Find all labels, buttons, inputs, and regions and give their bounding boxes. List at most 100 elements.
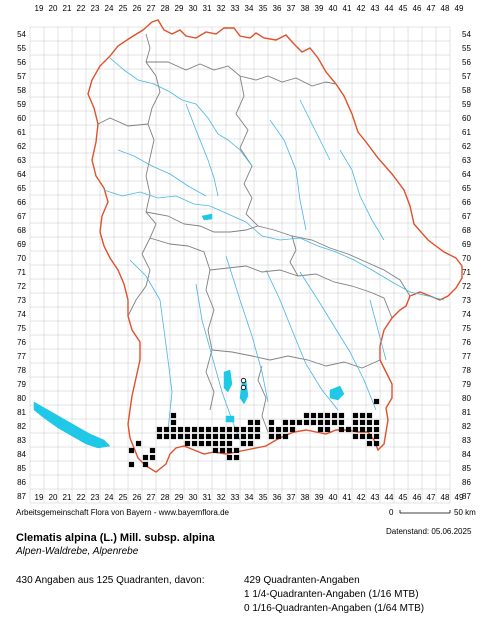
occurrence-dot-quarter xyxy=(353,413,358,418)
axis-tick-label: 37 xyxy=(287,493,296,502)
occurrence-square xyxy=(135,440,142,447)
axis-tick-label: 71 xyxy=(17,268,26,277)
occurrence-square xyxy=(198,426,205,433)
occurrence-square xyxy=(240,426,247,433)
axis-tick-label: 45 xyxy=(399,493,408,502)
axis-tick-label: 76 xyxy=(17,338,26,347)
axis-tick-label: 37 xyxy=(287,4,296,13)
credit-text: Arbeitsgemeinschaft Flora von Bayern - w… xyxy=(16,508,229,517)
occurrence-square xyxy=(268,433,275,440)
axis-tick-label: 77 xyxy=(462,352,471,361)
axis-tick-label: 82 xyxy=(17,422,26,431)
axis-tick-label: 41 xyxy=(343,493,352,502)
axis-tick-label: 23 xyxy=(91,493,100,502)
axis-tick-label: 63 xyxy=(17,156,26,165)
occurrence-square xyxy=(338,412,345,419)
occurrence-square xyxy=(177,426,184,433)
axis-tick-label: 68 xyxy=(462,226,471,235)
axis-tick-label: 85 xyxy=(17,464,26,473)
axis-tick-label: 80 xyxy=(17,394,26,403)
occurrence-square xyxy=(212,447,219,454)
occurrence-square xyxy=(373,426,380,433)
axis-tick-label: 76 xyxy=(462,338,471,347)
y-axis-right: 54 55 56 57 58 59 60 61 62 63 64 65 66 67 68 69 70 71 72 73… xyxy=(462,30,471,501)
date-label: Datenstand: 05.06.2025 xyxy=(386,527,472,536)
axis-tick-label: 79 xyxy=(17,380,26,389)
occurrence-square xyxy=(170,412,177,419)
axis-tick-label: 66 xyxy=(17,198,26,207)
occurrence-square xyxy=(170,419,177,426)
axis-tick-label: 59 xyxy=(462,100,471,109)
occurrence-square xyxy=(310,419,317,426)
occurrence-square xyxy=(170,426,177,433)
axis-tick-label: 57 xyxy=(17,72,26,81)
occurrence-square xyxy=(352,426,359,433)
occurrence-square xyxy=(324,419,331,426)
axis-tick-label: 62 xyxy=(462,142,471,151)
lake-chiemsee xyxy=(329,385,345,401)
record-count: 430 Angaben aus 125 Quadranten, davon: xyxy=(16,575,205,586)
occurrence-square xyxy=(303,419,310,426)
axis-tick-label: 81 xyxy=(462,408,471,417)
rivers xyxy=(103,57,445,441)
occurrence-square xyxy=(177,433,184,440)
map-grid xyxy=(29,26,451,504)
occurrence-open-circle xyxy=(240,377,247,384)
axis-tick-label: 70 xyxy=(462,254,471,263)
occurrence-square xyxy=(254,426,261,433)
axis-tick-label: 86 xyxy=(17,478,26,487)
occurrence-square xyxy=(303,412,310,419)
axis-tick-label: 75 xyxy=(462,324,471,333)
occurrence-square xyxy=(289,419,296,426)
summary-line: 429 Quadranten-Angaben xyxy=(244,575,360,586)
occurrence-square xyxy=(324,426,331,433)
occurrence-square xyxy=(366,419,373,426)
axis-tick-label: 22 xyxy=(77,493,86,502)
axis-tick-label: 34 xyxy=(245,4,254,13)
occurrence-square xyxy=(205,433,212,440)
occurrence-square xyxy=(156,433,163,440)
occurrence-square xyxy=(205,426,212,433)
occurrence-square xyxy=(289,426,296,433)
occurrence-square xyxy=(373,419,380,426)
occurrence-square xyxy=(331,419,338,426)
occurrence-square xyxy=(331,412,338,419)
axis-tick-label: 87 xyxy=(17,492,26,501)
occurrence-square xyxy=(345,426,352,433)
axis-tick-label: 25 xyxy=(119,493,128,502)
axis-tick-label: 21 xyxy=(63,493,72,502)
scale-end: 50 km xyxy=(454,508,476,517)
axis-tick-label: 31 xyxy=(203,493,212,502)
occurrence-square xyxy=(254,419,261,426)
axis-tick-label: 55 xyxy=(462,44,471,53)
axis-tick-label: 19 xyxy=(35,4,44,13)
lake-ammersee xyxy=(223,369,233,393)
axis-tick-label: 81 xyxy=(17,408,26,417)
axis-tick-label: 72 xyxy=(17,282,26,291)
axis-tick-label: 44 xyxy=(385,493,394,502)
axis-tick-label: 19 xyxy=(35,493,44,502)
axis-tick-label: 47 xyxy=(427,4,436,13)
axis-tick-label: 54 xyxy=(17,30,26,39)
axis-tick-label: 28 xyxy=(161,493,170,502)
x-axis-bottom: 19 20 21 22 23 24 25 26 27 28 29 30 31 32 33 34 35 36 37 38… xyxy=(35,493,464,502)
axis-tick-label: 75 xyxy=(17,324,26,333)
axis-tick-label: 24 xyxy=(105,4,114,13)
occurrence-square xyxy=(184,433,191,440)
occurrence-square xyxy=(247,419,254,426)
occurrence-square xyxy=(352,419,359,426)
axis-tick-label: 43 xyxy=(371,4,380,13)
occurrence-square xyxy=(170,433,177,440)
occurrence-square xyxy=(366,426,373,433)
occurrence-square xyxy=(359,433,366,440)
axis-tick-label: 67 xyxy=(17,212,26,221)
axis-tick-label: 35 xyxy=(259,493,268,502)
lake-starnberger-see xyxy=(239,379,249,405)
summary-line: 0 1/16-Quadranten-Angaben (1/64 MTB) xyxy=(244,603,425,614)
axis-tick-label: 77 xyxy=(17,352,26,361)
axis-tick-label: 33 xyxy=(231,4,240,13)
occurrence-square xyxy=(359,426,366,433)
axis-tick-label: 66 xyxy=(462,198,471,207)
occurrence-square xyxy=(191,440,198,447)
